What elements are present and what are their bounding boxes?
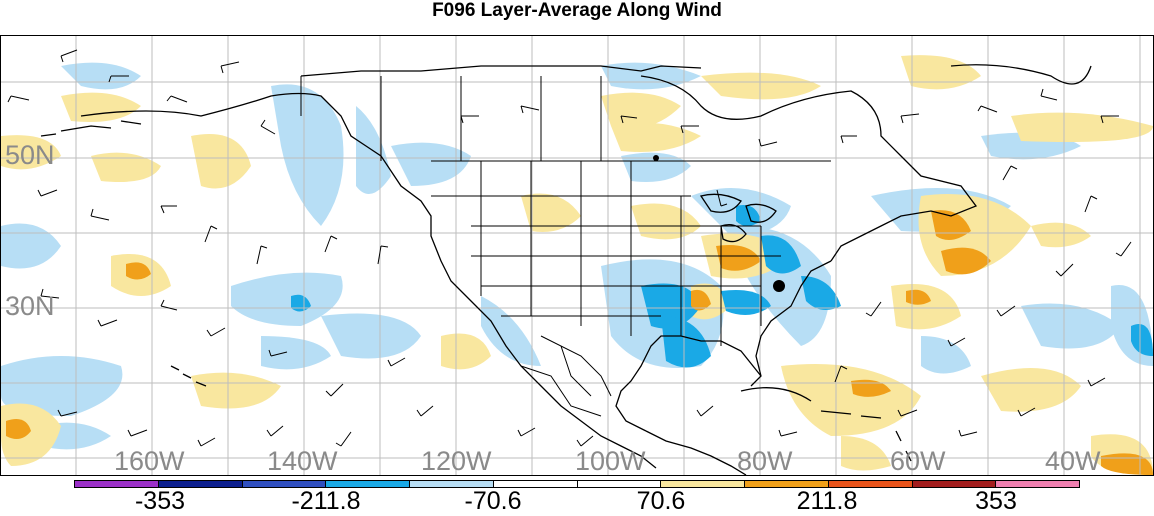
colorbar-segment [409,481,493,487]
colorbar-segment [492,481,577,487]
lon-label-40w: 40W [1045,446,1101,476]
colorbar-segment [827,481,912,487]
lat-label-30n: 30N [5,291,55,321]
state-borders [300,76,831,346]
lon-label-80w: 80W [737,446,793,476]
colorbar-segment [995,481,1079,487]
colorbar-label: -70.6 [464,487,522,515]
map-title: F096 Layer-Average Along Wind [432,0,722,21]
colorbar-label: 70.6 [636,487,686,515]
mexico-borders [520,335,612,417]
colorbar-label: -211.8 [291,487,361,515]
location-marker [773,280,785,292]
lat-label-50n: 50N [5,140,55,170]
lon-label-140w: 140W [267,446,338,476]
colorbar-segment [576,481,661,487]
colorbar-label: -353 [134,487,186,515]
wind-barbs [7,49,1132,447]
lon-label-100w: 100W [575,446,646,476]
lon-label-120w: 120W [421,446,492,476]
colorbar-segment [75,481,158,487]
shading-blue [291,205,1153,368]
colorbar-segment [660,481,744,487]
colorbar-segment [744,481,828,487]
colorbar-segment [911,481,996,487]
lon-label-160w: 160W [114,446,185,476]
colorbar-label: 211.8 [796,487,858,515]
colorbar-segment [325,481,409,487]
graticule [1,36,1153,475]
colorbar-segment [157,481,242,487]
colorbar-label: 353 [975,487,1017,515]
colorbar [74,480,1080,488]
lon-label-60w: 60W [890,446,946,476]
coastlines [40,64,1092,475]
location-marker [653,155,659,161]
colorbar-segment [241,481,326,487]
map-panel: 50N 30N 160W 140W 120W 100W 80W 60W 40W [0,35,1154,476]
map-canvas [1,36,1153,475]
shading-light-yellow [1,55,1153,475]
